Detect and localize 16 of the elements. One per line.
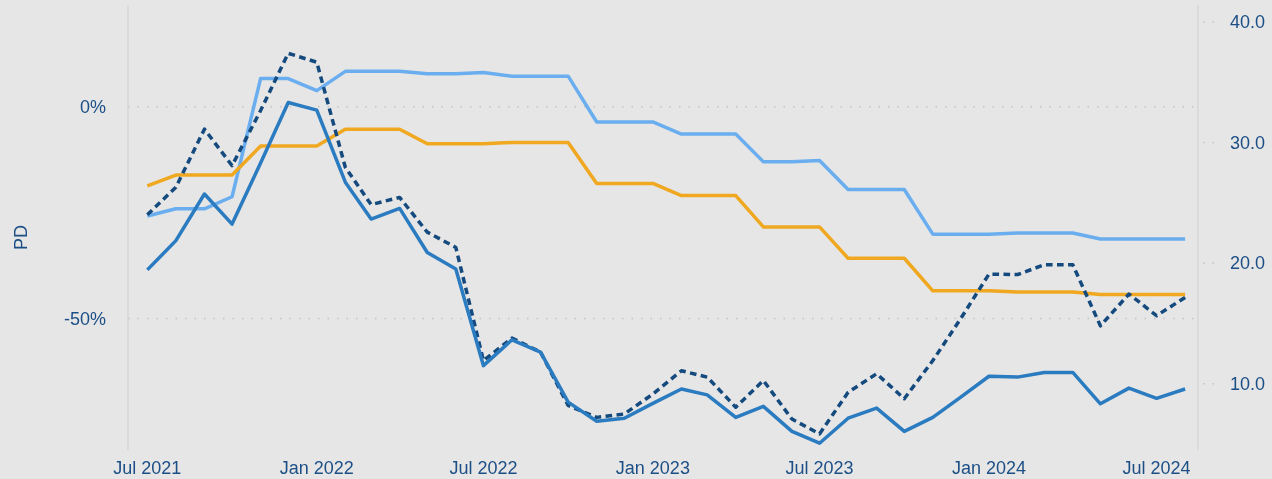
x-tick-label: Jan 2024 [951,458,1027,478]
y2-tick-label: 30.0 [1229,132,1265,153]
y2-tick-label: 40.0 [1229,12,1265,33]
y2-tick-label: 10.0 [1229,373,1265,394]
y2-tick-label: 20.0 [1229,253,1265,274]
line-series [145,127,1187,297]
x-tick-label: Jul 2024 [1122,458,1191,478]
y-tick-label: 0% [79,97,106,118]
y-tick-label: -50% [63,308,106,329]
line-series [145,69,1187,241]
x-tick-label: Jul 2022 [449,458,518,478]
x-tick-label: Jul 2023 [785,458,854,478]
x-tick-label: Jan 2023 [615,458,690,478]
x-tick-label: Jan 2022 [279,458,354,478]
x-tick-label: Jul 2021 [113,458,182,478]
y-axis-title: PD [11,224,31,251]
